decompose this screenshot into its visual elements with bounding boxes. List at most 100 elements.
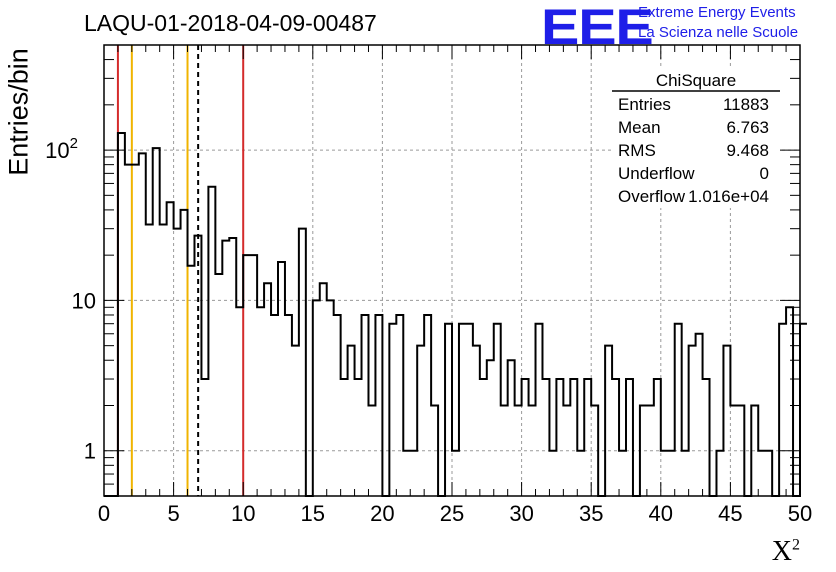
histogram-bin xyxy=(181,210,188,496)
histogram-bin xyxy=(146,224,153,496)
stats-row-value: 9.468 xyxy=(726,141,769,160)
histogram-bin xyxy=(341,379,348,496)
histogram-bin xyxy=(445,324,452,496)
histogram-bin xyxy=(675,324,682,496)
histogram-bin xyxy=(167,202,174,496)
x-tick-label: 50 xyxy=(788,501,812,526)
logo-line-1: Extreme Energy Events xyxy=(638,4,796,21)
histogram-bin xyxy=(348,346,355,496)
histogram-bin xyxy=(362,315,369,496)
histogram-bin xyxy=(466,324,473,496)
histogram-bin xyxy=(508,360,515,496)
histogram-bin xyxy=(215,274,222,496)
stats-row-value: 0 xyxy=(760,164,769,183)
y-tick-label: 102 xyxy=(45,135,78,163)
histogram-bin xyxy=(403,451,410,496)
logo-line-2: La Scienza nelle Scuole xyxy=(638,24,799,41)
histogram-bin xyxy=(299,229,306,496)
histogram-bin xyxy=(194,236,201,496)
histogram-bin xyxy=(751,405,758,496)
histogram-bin xyxy=(584,379,591,496)
stats-row-value: 1.016e+04 xyxy=(688,187,769,206)
histogram-bin xyxy=(689,346,696,496)
stats-row-label: Entries xyxy=(618,95,671,114)
histogram-bin xyxy=(668,451,675,496)
x-axis-label-base: X xyxy=(771,536,792,567)
stats-row-label: Overflow xyxy=(618,187,686,206)
histogram-bin xyxy=(703,379,710,496)
histogram-bin xyxy=(696,334,703,496)
histogram-bin xyxy=(730,405,737,496)
histogram-bin xyxy=(320,283,327,496)
stats-row-value: 11883 xyxy=(723,95,769,114)
x-axis-label-exponent: 2 xyxy=(792,536,800,554)
histogram-bin xyxy=(542,379,549,496)
histogram-bin xyxy=(619,451,626,496)
histogram-bin xyxy=(459,324,466,496)
histogram-bin xyxy=(201,379,208,496)
y-tick-label: 1 xyxy=(84,439,96,464)
histogram-bin xyxy=(612,379,619,496)
histogram-bin xyxy=(257,307,264,496)
stats-box: ChiSquare Entries 11883 Mean 6.763 RMS 9.468 Un… xyxy=(612,68,780,208)
histogram-bin xyxy=(410,451,417,496)
histogram-bin xyxy=(661,451,668,496)
stats-row-value: 6.763 xyxy=(726,118,769,137)
histogram-bin xyxy=(431,405,438,496)
histogram-bin xyxy=(779,324,786,496)
histogram-bin xyxy=(556,379,563,496)
histogram-bin xyxy=(285,315,292,496)
histogram-bin xyxy=(174,229,181,496)
y-tick-label: 10 xyxy=(72,288,96,313)
histogram-bin xyxy=(765,451,772,496)
stats-row-label: RMS xyxy=(618,141,656,160)
histogram-bin xyxy=(355,379,362,496)
x-tick-label: 25 xyxy=(440,501,464,526)
histogram-bin xyxy=(417,346,424,496)
histogram-bin xyxy=(327,300,334,496)
histogram-bin xyxy=(132,165,139,496)
histogram-bins xyxy=(104,131,807,497)
histogram-bin xyxy=(236,307,243,496)
histogram-bin xyxy=(139,153,146,496)
x-tick-label: 20 xyxy=(370,501,394,526)
histogram-bin xyxy=(487,360,494,496)
histogram-bin xyxy=(271,315,278,496)
histogram-bin xyxy=(389,324,396,496)
x-tick-label: 0 xyxy=(98,501,110,526)
histogram-bin xyxy=(494,324,501,496)
axis-ticks: 0 5 10 15 20 25 30 35 40 45 50 1 10 102 xyxy=(45,44,812,526)
histogram-bin xyxy=(501,405,508,496)
histogram-bin xyxy=(452,451,459,496)
histogram-bin xyxy=(188,266,195,496)
histogram-bin xyxy=(480,379,487,496)
stats-row-label: Underflow xyxy=(618,164,695,183)
stats-row-label: Mean xyxy=(618,118,661,137)
histogram-bin xyxy=(292,346,299,496)
histogram-bin xyxy=(591,405,598,496)
histogram-bin xyxy=(473,346,480,496)
histogram-bin xyxy=(800,324,807,496)
histogram-bin xyxy=(682,451,689,496)
histogram-bin xyxy=(222,241,229,496)
x-tick-label: 10 xyxy=(231,501,255,526)
histogram-bin xyxy=(577,451,584,496)
histogram-bin xyxy=(536,324,543,496)
histogram-bin xyxy=(626,379,633,496)
x-axis-label: X2 xyxy=(772,536,800,568)
histogram-bin xyxy=(250,255,257,496)
histogram-bin xyxy=(313,300,320,496)
histogram-bin xyxy=(153,148,160,496)
histogram-bin xyxy=(654,379,661,496)
histogram-bin xyxy=(640,405,647,496)
histogram-bin xyxy=(723,346,730,496)
chart-title: LAQU-01-2018-04-09-00487 xyxy=(84,10,377,36)
histogram-bin xyxy=(243,255,250,496)
stats-title: ChiSquare xyxy=(656,71,736,90)
histogram-bin xyxy=(160,224,167,496)
histogram-bin xyxy=(605,346,612,496)
histogram-bin xyxy=(522,379,529,496)
histogram-bin xyxy=(118,133,125,496)
histogram-bin xyxy=(549,451,556,496)
